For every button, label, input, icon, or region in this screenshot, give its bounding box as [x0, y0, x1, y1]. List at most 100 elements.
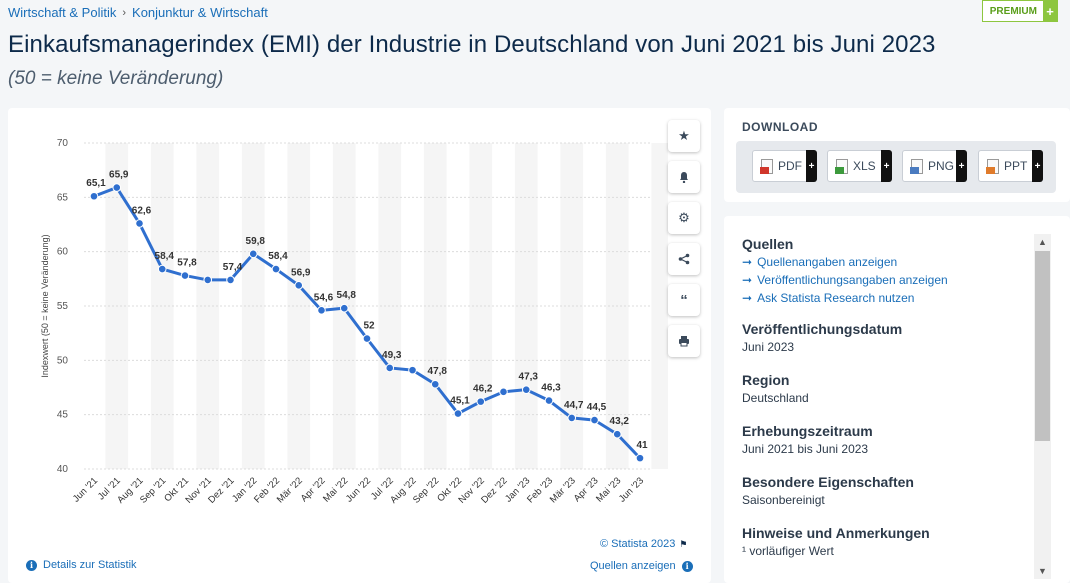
download-png-label: PNG: [928, 159, 955, 173]
ppt-file-icon: [986, 158, 999, 174]
quote-icon: “: [680, 291, 688, 309]
ask-research-link[interactable]: ➞ Ask Statista Research nutzen: [742, 291, 1042, 305]
data-label: 52: [363, 321, 375, 332]
settings-button[interactable]: ⚙: [668, 202, 700, 234]
y-tick-label: 45: [57, 410, 69, 421]
bell-icon: [680, 172, 688, 183]
print-icon: [679, 336, 689, 347]
download-card: DOWNLOAD PDF + XLS + PNG + PPT +: [724, 108, 1070, 202]
premium-badge[interactable]: PREMIUM +: [981, 0, 1058, 22]
share-button[interactable]: [668, 243, 700, 275]
data-point: [430, 379, 440, 389]
data-label: 41: [636, 440, 648, 451]
data-point: [89, 191, 99, 201]
data-label: 46,2: [473, 384, 493, 395]
x-tick-label: Dez '21: [206, 475, 236, 505]
x-tick-label: Mär '23: [548, 475, 578, 505]
x-tick-label: Dez '22: [479, 475, 509, 505]
premium-label: PREMIUM: [989, 5, 1037, 17]
copyright-link[interactable]: © Statista 2023 ⚑: [600, 538, 687, 550]
data-label: 44,5: [587, 402, 607, 413]
cite-button[interactable]: “: [668, 284, 700, 316]
info-scrollbar[interactable]: ▲ ▼: [1034, 234, 1051, 579]
breadcrumb-link-economy-cycle[interactable]: Konjunktur & Wirtschaft: [132, 5, 268, 20]
data-point: [590, 415, 599, 425]
download-pdf-button[interactable]: PDF +: [752, 150, 817, 182]
data-label: 59,8: [246, 236, 266, 247]
region-value: Deutschland: [742, 391, 809, 405]
xls-file-icon: [835, 158, 848, 174]
x-tick-label: Sep '21: [138, 475, 168, 505]
data-point: [180, 271, 190, 280]
data-label: 65,1: [86, 178, 106, 189]
y-tick-label: 70: [57, 138, 69, 149]
breadcrumb-separator: ›: [122, 6, 127, 19]
data-label: 47,3: [519, 372, 539, 383]
chart-card: 40 45 50 55 60 65 70 Indexwert (50 = keine Verä…: [8, 108, 711, 583]
grid-band: [514, 143, 538, 469]
source-details-label: Quellenangaben anzeigen: [757, 255, 898, 269]
publication-date: Juni 2023: [742, 340, 795, 354]
print-button[interactable]: [668, 325, 700, 357]
data-label: 57,8: [177, 258, 197, 269]
plus-icon: +: [806, 150, 817, 182]
download-ppt-button[interactable]: PPT +: [978, 150, 1043, 182]
data-point: [385, 363, 395, 373]
download-pdf-label: PDF: [778, 159, 802, 173]
favorite-button[interactable]: ★: [668, 120, 700, 152]
data-point: [339, 303, 349, 313]
gear-icon: ⚙: [678, 210, 690, 225]
data-label: 58,4: [268, 251, 288, 262]
sources-heading: Quellen: [742, 236, 794, 252]
data-point: [248, 249, 258, 259]
data-point: [317, 306, 326, 315]
breadcrumb-link-economy-politics[interactable]: Wirtschaft & Politik: [8, 5, 117, 20]
plus-icon: +: [1032, 150, 1043, 182]
grid-band: [423, 143, 447, 469]
data-point: [226, 275, 235, 285]
details-link[interactable]: i Details zur Statistik: [26, 559, 137, 571]
pdf-file-icon: [760, 158, 773, 174]
arrow-right-icon: ➞: [742, 273, 753, 287]
data-label: 43,2: [610, 416, 630, 427]
premium-plus-icon: +: [1043, 0, 1057, 22]
info-icon: i: [26, 559, 37, 571]
copyright-text: © Statista 2023: [600, 538, 676, 550]
show-sources-link[interactable]: Quellen anzeigen i: [590, 560, 693, 572]
plus-icon: +: [956, 150, 967, 182]
data-point: [635, 453, 645, 463]
source-details-link[interactable]: ➞ Quellenangaben anzeigen: [742, 255, 1042, 269]
data-point: [499, 387, 508, 397]
survey-period-value: Juni 2021 bis Juni 2023: [742, 442, 869, 456]
grid-band: [651, 143, 668, 469]
star-icon: ★: [678, 128, 690, 143]
download-ppt-label: PPT: [1004, 159, 1028, 173]
scroll-up-icon[interactable]: ▲: [1038, 237, 1047, 247]
data-point: [567, 413, 577, 423]
region-heading: Region: [742, 372, 790, 388]
publication-details-link[interactable]: ➞ Veröffentlichungsangaben anzeigen: [742, 273, 1042, 287]
data-point: [476, 397, 486, 406]
ask-research-label: Ask Statista Research nutzen: [757, 291, 915, 305]
download-xls-button[interactable]: XLS +: [827, 150, 892, 182]
line-chart: 40 45 50 55 60 65 70 Indexwert (50 = keine Verä…: [40, 138, 668, 506]
data-label: 62,6: [132, 205, 152, 216]
scroll-down-icon[interactable]: ▼: [1038, 566, 1047, 576]
data-label: 54,8: [337, 290, 357, 301]
x-tick-label: Jun '21: [71, 475, 100, 504]
publication-details-label: Veröffentlichungsangaben anzeigen: [757, 273, 948, 287]
grid-band: [287, 143, 311, 469]
page-title: Einkaufsmanagerindex (EMI) der Industrie…: [8, 31, 936, 58]
scrollbar-thumb[interactable]: [1035, 251, 1050, 441]
data-point: [544, 396, 554, 405]
download-png-button[interactable]: PNG +: [902, 150, 967, 182]
y-axis-label: Indexwert (50 = keine Veränderung): [40, 234, 50, 377]
data-label: 47,8: [428, 366, 448, 377]
notification-button[interactable]: [668, 161, 700, 193]
data-point: [157, 264, 167, 274]
info-content: Quellen ➞ Quellenangaben anzeigen ➞ Veröff…: [742, 236, 1042, 576]
y-tick-label: 40: [57, 464, 69, 475]
download-xls-label: XLS: [853, 159, 876, 173]
page-subtitle: (50 = keine Veränderung): [8, 68, 224, 89]
notes-heading: Hinweise und Anmerkungen: [742, 525, 930, 541]
